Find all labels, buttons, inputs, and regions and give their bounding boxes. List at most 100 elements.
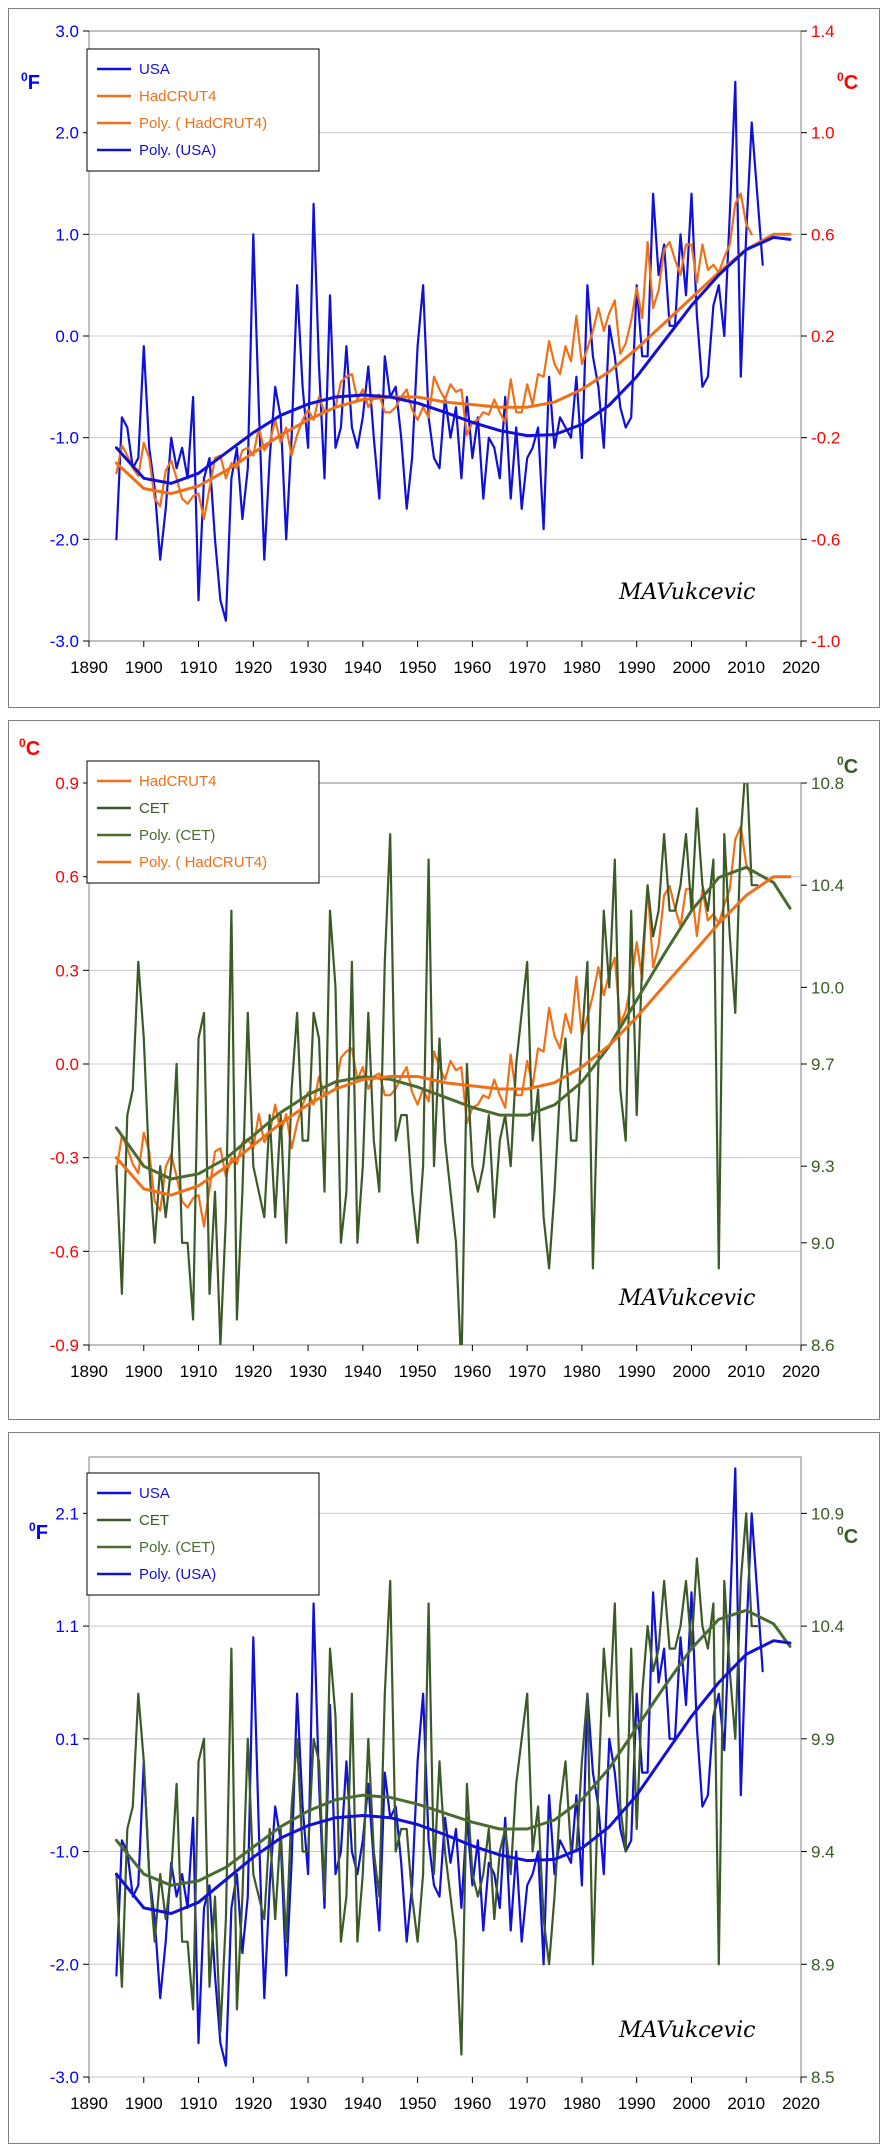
x-tick-label: 1920 [234, 658, 272, 677]
x-tick-label: 1970 [508, 658, 546, 677]
legend-entry-cet: CET [139, 800, 169, 817]
series-line-hadcrut4 [115, 192, 753, 521]
right-unit-label: 0C [837, 70, 858, 94]
right-tick-label: 8.9 [811, 1955, 835, 1974]
series-line-poly-usa [114, 235, 792, 485]
left-tick-label: 1.1 [55, 1617, 79, 1636]
unit-letter: F [28, 72, 40, 94]
x-tick-label: 1930 [289, 658, 327, 677]
x-tick-label: 1910 [180, 658, 218, 677]
unit-superscript: 0 [29, 1520, 36, 1534]
right-tick-label: 10.4 [811, 876, 844, 895]
left-tick-label: -2.0 [50, 530, 79, 549]
left-tick-label: -0.9 [50, 1336, 79, 1355]
legend-entry-usa: USA [139, 61, 170, 78]
series-line-poly-usa [114, 1639, 792, 1915]
unit-letter: F [36, 1522, 48, 1544]
series-line-poly-cet [114, 1608, 792, 1887]
chart-usa-vs-cet: 2.1 1.1 0.1 -1.0 -2.0 -3.0 10.9 10.4 9.9 9.4 8.9 8.… [29, 1456, 858, 2113]
right-unit-label: 0C [837, 754, 858, 778]
left-tick-label: 2.1 [55, 1504, 79, 1523]
right-tick-label: 10.4 [811, 1617, 844, 1636]
x-tick-label: 2010 [727, 658, 765, 677]
left-tick-label: 0.3 [55, 961, 79, 980]
legend-entry-poly-cet: Poly. (CET) [139, 827, 215, 844]
left-tick-label: 0.6 [55, 868, 79, 887]
left-tick-label: 0.0 [55, 327, 79, 346]
chart-hadcrut4-vs-cet: 0.9 0.6 0.3 0.0 -0.3 -0.6 -0.9 10.8 10.4 10.0 9.7 9… [19, 736, 858, 1381]
x-tick-label: 1930 [289, 2094, 327, 2113]
author-signature: MAVukcevic [618, 2018, 755, 2043]
right-tick-label: 9.0 [811, 1234, 835, 1253]
x-tick-label: 1920 [234, 1362, 272, 1381]
legend-entry-poly-hadcrut4: Poly. ( HadCRUT4) [139, 115, 267, 132]
left-tick-label: -1.0 [50, 429, 79, 448]
x-tick-label: 1990 [618, 658, 656, 677]
left-unit-label: 0F [21, 70, 40, 94]
left-tick-label: -0.6 [50, 1242, 79, 1261]
unit-letter: C [844, 1526, 858, 1548]
right-tick-label: 9.7 [811, 1055, 835, 1074]
x-tick-label: 1910 [180, 1362, 218, 1381]
x-tick-label: 1900 [125, 658, 163, 677]
x-tick-label: 1890 [70, 2094, 108, 2113]
right-tick-label: 1.4 [811, 22, 835, 41]
right-tick-label: 0.2 [811, 327, 835, 346]
left-unit-label: 0C [19, 736, 40, 760]
x-tick-label: 1900 [125, 2094, 163, 2113]
right-unit-label: 0C [837, 1524, 858, 1548]
legend-entry-hadcrut4: HadCRUT4 [139, 773, 217, 790]
x-tick-label: 1970 [508, 2094, 546, 2113]
x-tick-label: 1920 [234, 2094, 272, 2113]
x-tick-label: 2000 [673, 1362, 711, 1381]
right-tick-label: 10.9 [811, 1504, 844, 1523]
unit-superscript: 0 [837, 754, 844, 768]
x-tick-label: 1980 [563, 1362, 601, 1381]
series-group [114, 783, 792, 1345]
x-tick-label: 1940 [344, 2094, 382, 2113]
right-tick-label: 1.0 [811, 124, 835, 143]
x-tick-label: 1940 [344, 1362, 382, 1381]
x-tick-label: 1990 [618, 1362, 656, 1381]
unit-superscript: 0 [837, 70, 844, 84]
unit-superscript: 0 [837, 1524, 844, 1538]
right-tick-label: 9.9 [811, 1730, 835, 1749]
x-tick-label: 2020 [782, 1362, 820, 1381]
x-tick-label: 1960 [453, 2094, 491, 2113]
x-tick-label: 1980 [563, 2094, 601, 2113]
left-tick-label: 0.0 [55, 1055, 79, 1074]
series-line-poly-cet [114, 865, 792, 1181]
right-tick-label: 0.6 [811, 225, 835, 244]
right-tick-label: 8.6 [811, 1336, 835, 1355]
legend-entry-poly-usa: Poly. (USA) [139, 142, 216, 159]
x-tick-label: 1890 [70, 1362, 108, 1381]
left-tick-label: 3.0 [55, 22, 79, 41]
series-line-cet [115, 1512, 759, 2056]
x-tick-label: 1900 [125, 1362, 163, 1381]
left-tick-label: 0.1 [55, 1730, 79, 1749]
legend-entry-hadcrut4: HadCRUT4 [139, 88, 217, 105]
x-tick-label: 2020 [782, 658, 820, 677]
left-tick-label: -3.0 [50, 2068, 79, 2087]
x-tick-label: 2010 [727, 2094, 765, 2113]
x-tick-label: 2010 [727, 1362, 765, 1381]
right-tick-label: 10.0 [811, 978, 844, 997]
left-tick-label: -3.0 [50, 632, 79, 651]
x-tick-label: 1960 [453, 1362, 491, 1381]
series-line-poly-hadcrut4 [114, 875, 792, 1197]
right-tick-label: -1.0 [811, 632, 840, 651]
x-tick-label: 2020 [782, 2094, 820, 2113]
x-tick-label: 1990 [618, 2094, 656, 2113]
x-tick-label: 2000 [673, 2094, 711, 2113]
x-tick-label: 1890 [70, 658, 108, 677]
right-tick-label: -0.2 [811, 429, 840, 448]
series-line-poly-hadcrut4 [114, 232, 792, 496]
author-signature: MAVukcevic [618, 1286, 755, 1311]
left-tick-label: -2.0 [50, 1955, 79, 1974]
legend-entry-usa: USA [139, 1485, 170, 1502]
legend-entry-poly-usa: Poly. (USA) [139, 1566, 216, 1583]
x-tick-label: 1960 [453, 658, 491, 677]
series-line-usa [115, 1467, 764, 2067]
x-tick-label: 1940 [344, 658, 382, 677]
unit-superscript: 0 [21, 70, 28, 84]
